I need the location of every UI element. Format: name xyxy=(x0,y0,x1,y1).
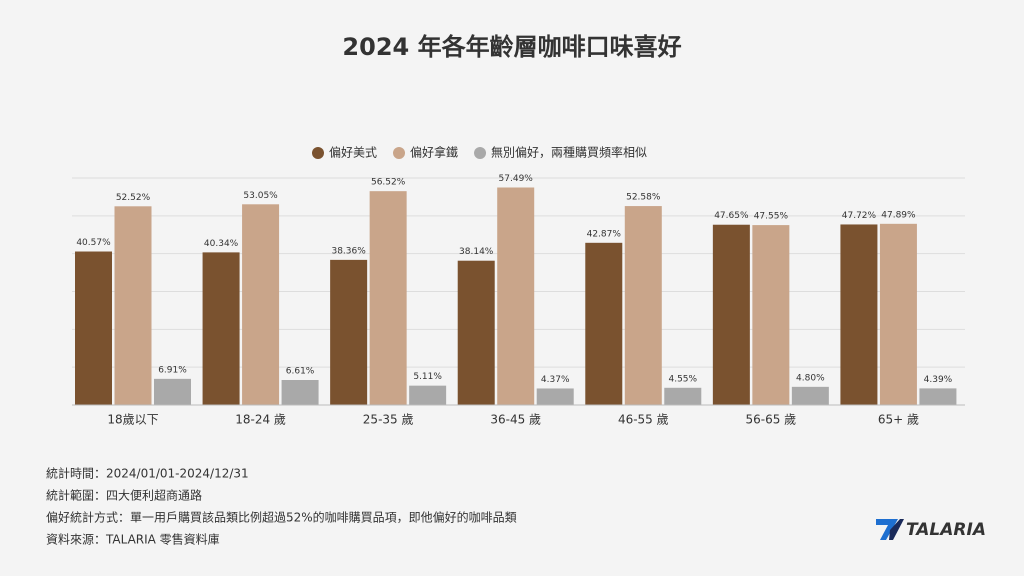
x-tick-label: 65+ 歲 xyxy=(878,413,919,427)
value-label: 38.36% xyxy=(331,246,366,256)
bar xyxy=(242,204,280,405)
value-label: 4.39% xyxy=(924,375,953,385)
value-label: 53.05% xyxy=(243,191,278,201)
x-tick-label: 25-35 歲 xyxy=(363,413,414,427)
bar xyxy=(75,251,112,405)
bar xyxy=(585,242,623,405)
legend-label: 無別偏好，兩種購買頻率相似 xyxy=(491,145,647,160)
value-label: 4.55% xyxy=(668,374,697,384)
value-label: 52.58% xyxy=(626,193,661,203)
x-tick-label: 36-45 歲 xyxy=(490,413,541,427)
value-label: 40.57% xyxy=(76,238,111,248)
legend-swatch xyxy=(474,147,487,159)
legend-label: 偏好拿鐵 xyxy=(410,145,458,160)
value-label: 47.89% xyxy=(881,210,916,220)
value-label: 57.49% xyxy=(499,174,534,184)
logo-text: TALARIA xyxy=(906,520,986,540)
bar xyxy=(497,187,535,405)
legend-swatch xyxy=(312,147,324,159)
value-label: 6.61% xyxy=(286,366,315,376)
bar xyxy=(624,206,662,405)
bar xyxy=(791,386,829,405)
footnote: 偏好統計方式：單一用戶購買該品類比例超過52%的咖啡購買品項，即他偏好的咖啡品類 xyxy=(46,510,517,525)
value-label: 40.34% xyxy=(204,239,239,249)
x-tick-label: 56-65 歲 xyxy=(746,413,797,427)
x-tick-label: 18-24 歲 xyxy=(235,413,286,427)
legend-swatch xyxy=(393,147,406,159)
bar xyxy=(919,388,957,405)
bar xyxy=(369,191,407,405)
chart-title: 2024 年各年齡層咖啡口味喜好 xyxy=(342,33,681,61)
logo: TALARIA xyxy=(876,519,986,540)
bar xyxy=(457,260,495,405)
bar xyxy=(840,224,878,405)
bar xyxy=(879,223,917,405)
bar xyxy=(712,224,750,405)
value-label: 47.72% xyxy=(842,211,877,221)
footnote: 統計範圍：四大便利超商通路 xyxy=(46,488,202,503)
value-label: 6.91% xyxy=(158,365,187,375)
value-label: 38.14% xyxy=(459,247,494,257)
bar xyxy=(409,385,447,405)
value-label: 42.87% xyxy=(587,229,622,239)
bar xyxy=(664,387,702,405)
value-label: 4.37% xyxy=(541,375,570,385)
bar xyxy=(154,378,191,405)
value-label: 5.11% xyxy=(413,372,442,382)
x-tick-label: 46-55 歲 xyxy=(618,413,669,427)
footnote: 統計時間：2024/01/01-2024/12/31 xyxy=(46,466,249,481)
footnote: 資料來源：TALARIA 零售資料庫 xyxy=(46,532,220,547)
legend-label: 偏好美式 xyxy=(329,145,377,160)
bar xyxy=(536,388,574,405)
x-tick-label: 18歲以下 xyxy=(107,413,158,427)
value-label: 47.65% xyxy=(714,211,749,221)
bar xyxy=(202,252,240,405)
value-label: 56.52% xyxy=(371,178,406,188)
value-label: 4.80% xyxy=(796,373,825,383)
value-label: 47.55% xyxy=(754,212,789,222)
logo-icon xyxy=(876,519,898,540)
bar xyxy=(281,379,319,405)
bar xyxy=(114,206,152,405)
bar xyxy=(330,259,368,405)
bar xyxy=(752,225,790,405)
value-label: 52.52% xyxy=(116,193,151,203)
logo-icon xyxy=(889,519,904,540)
